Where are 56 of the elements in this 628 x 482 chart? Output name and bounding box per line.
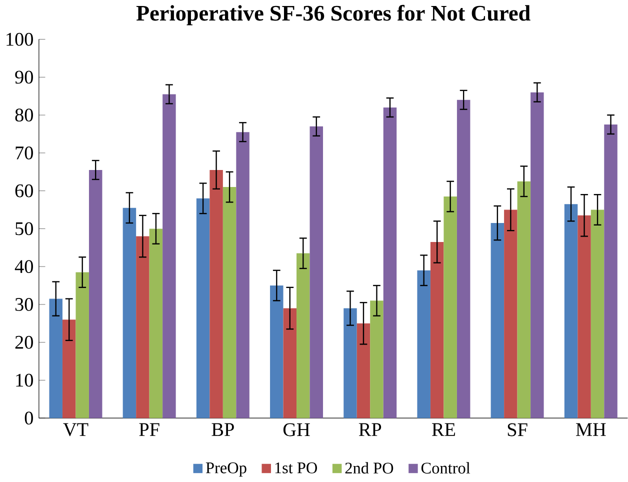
- bar: [517, 182, 531, 418]
- bar: [162, 94, 176, 418]
- bar: [196, 198, 210, 418]
- y-tick-label: 30: [15, 298, 33, 312]
- bar: [456, 100, 470, 418]
- y-tick-label: 40: [14, 260, 33, 274]
- bar: [564, 204, 578, 418]
- bar: [530, 92, 544, 418]
- x-tick-label: MH: [576, 424, 606, 436]
- bar: [296, 254, 310, 418]
- bar: [604, 124, 618, 418]
- y-tick-label: 70: [16, 146, 33, 160]
- bar: [149, 228, 163, 418]
- x-tick-label: BP: [212, 424, 234, 436]
- bar: [62, 320, 76, 418]
- legend-label: 2nd PO: [345, 462, 394, 474]
- bar: [504, 210, 518, 418]
- y-tick-label: 10: [16, 374, 33, 387]
- bar: [283, 308, 297, 418]
- legend-label: PreOp: [206, 462, 246, 477]
- bar: [88, 170, 102, 418]
- bar: [356, 324, 370, 418]
- bar: [430, 242, 444, 418]
- bar: [417, 270, 430, 418]
- bar: [122, 208, 136, 418]
- x-tick-label: RE: [432, 424, 456, 436]
- bar: [444, 196, 457, 418]
- bar: [222, 187, 236, 418]
- y-tick-label: 60: [15, 184, 33, 198]
- bar: [590, 210, 604, 418]
- bar: [236, 132, 250, 418]
- bar: [383, 108, 397, 418]
- x-tick-label: VT: [63, 424, 88, 436]
- legend-label: 1st PO: [275, 462, 317, 474]
- y-tick-label: 90: [15, 70, 33, 84]
- bar: [76, 272, 89, 418]
- x-tick-label: PF: [139, 424, 160, 436]
- bar: [344, 308, 357, 418]
- x-tick-label: SF: [508, 424, 528, 436]
- bar: [270, 286, 284, 418]
- bar: [310, 126, 324, 418]
- bar: [49, 298, 62, 418]
- bar: [490, 223, 504, 418]
- x-tick-label: GH: [283, 424, 310, 436]
- y-tick-label: 100: [6, 33, 33, 46]
- y-tick-label: 20: [15, 336, 33, 350]
- y-tick-label: 50: [16, 222, 33, 236]
- x-tick-label: RP: [358, 424, 382, 436]
- bar: [136, 236, 150, 418]
- y-tick-label: 0: [24, 412, 33, 425]
- y-tick-label: 80: [15, 108, 33, 122]
- bar: [210, 170, 223, 418]
- legend-label: Control: [421, 462, 470, 474]
- bar: [578, 216, 591, 418]
- chart-title: Perioperative SF-36 Scores for Not Cured: [136, 5, 530, 26]
- bar: [370, 300, 384, 418]
